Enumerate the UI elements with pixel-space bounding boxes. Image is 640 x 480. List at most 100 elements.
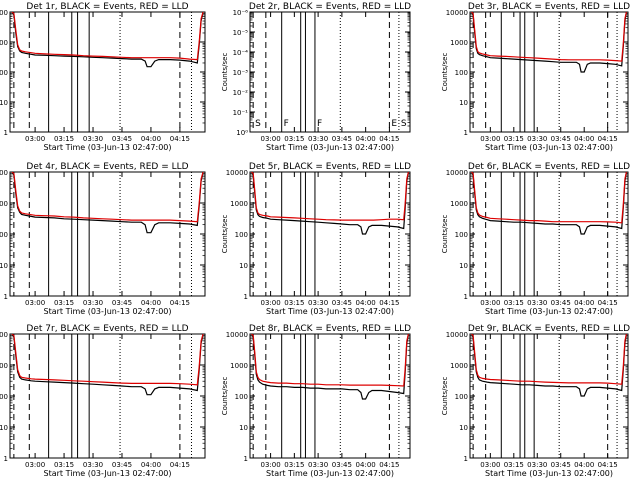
plot-frame (9, 171, 206, 297)
time-markers (472, 334, 618, 458)
x-tick-label: 04:00 (356, 461, 376, 469)
y-tick-label: 10⁻⁵ (233, 29, 249, 37)
y-tick-label: 1000 (450, 39, 468, 47)
y-tick-label: 1000 (230, 200, 248, 208)
series-group (471, 172, 627, 235)
y-tick-label: 1 (4, 293, 8, 301)
x-tick-label: 04:15 (598, 135, 618, 143)
y-tick-label: 1 (4, 129, 8, 137)
x-tick-label: 03:15 (54, 135, 74, 143)
y-tick-label: 10000 (226, 331, 248, 339)
chart-panel: 11010010001000003:0003:1503:3003:4504:00… (0, 162, 206, 316)
x-tick-label: 04:15 (379, 135, 399, 143)
x-tick-label: 03:45 (551, 461, 571, 469)
series-line-events (11, 172, 204, 234)
series-line-events (471, 172, 627, 235)
x-tick-label: 03:15 (54, 299, 74, 307)
x-tick-label: 03:45 (332, 461, 352, 469)
y-tick-label: 10 (0, 99, 8, 107)
x-tick-label: 04:00 (574, 461, 594, 469)
y-axis-label: Counts/sec (441, 53, 449, 92)
marker-letter: F (317, 119, 322, 129)
x-tick-label: 04:00 (141, 461, 161, 469)
series-group (471, 334, 627, 397)
y-tick-label: 100 (0, 231, 8, 239)
x-tick-label: 03:45 (112, 299, 132, 307)
x-tick-label: 03:00 (25, 299, 45, 307)
y-tick-label: 1000 (450, 362, 468, 370)
series-line-events (251, 172, 409, 235)
x-tick-label: 03:45 (332, 135, 352, 143)
series-group (251, 334, 409, 400)
chart-title: Det 9r, BLACK = Events, RED = LLD (468, 324, 630, 334)
chart-title: Det 8r, BLACK = Events, RED = LLD (249, 324, 411, 334)
x-axis-label: Start Time (03-Jun-13 02:47:00) (485, 143, 613, 152)
y-axis-label: Counts/sec (441, 215, 449, 254)
y-tick-label: 100 (455, 393, 468, 401)
time-markers (252, 172, 400, 296)
x-tick-label: 03:30 (527, 299, 547, 307)
chart-title: Det 2r, BLACK = Events, RED = LLD (249, 2, 411, 12)
plot-frame (9, 333, 206, 459)
y-tick-label: 100 (0, 393, 8, 401)
plot-frame (9, 11, 206, 133)
x-tick-label: 03:45 (332, 299, 352, 307)
plot-frame (249, 333, 411, 459)
x-axis-label: Start Time (03-Jun-13 02:47:00) (44, 307, 172, 316)
y-tick-label: 1000 (0, 200, 8, 208)
y-tick-label: 10⁻² (233, 89, 249, 97)
x-tick-label: 03:30 (308, 135, 328, 143)
y-tick-label: 10 (459, 99, 468, 107)
y-tick-label: 100 (455, 231, 468, 239)
x-axis-label: Start Time (03-Jun-13 02:47:00) (485, 469, 613, 478)
chart-panel: 11010010001000003:0003:1503:3003:4504:00… (0, 324, 206, 478)
x-tick-label: 04:00 (356, 299, 376, 307)
y-axis-label: Counts/sec (221, 215, 229, 254)
y-tick-label: 10000 (446, 9, 468, 17)
x-tick-label: 03:30 (308, 461, 328, 469)
plot-frame (249, 171, 411, 297)
x-tick-label: 04:15 (379, 461, 399, 469)
x-tick-label: 04:15 (170, 461, 190, 469)
x-tick-label: 03:15 (504, 135, 524, 143)
series-line-events (11, 334, 204, 396)
chart-title: Det 7r, BLACK = Events, RED = LLD (26, 324, 188, 334)
x-tick-label: 03:00 (25, 461, 45, 469)
x-axis-label: Start Time (03-Jun-13 02:47:00) (266, 469, 394, 478)
plot-frame (469, 11, 629, 133)
x-tick-label: 03:00 (25, 135, 45, 143)
y-tick-label: 10000 (446, 169, 468, 177)
y-tick-label: 1 (464, 129, 468, 137)
y-tick-label: 1000 (0, 39, 8, 47)
marker-letter: F (284, 119, 289, 129)
x-tick-label: 03:30 (83, 461, 103, 469)
x-tick-label: 03:15 (284, 135, 304, 143)
x-axis-label: Start Time (03-Jun-13 02:47:00) (266, 143, 394, 152)
plot-frame (469, 333, 629, 459)
series-line-events (471, 12, 627, 73)
y-tick-label: 100 (235, 231, 248, 239)
y-tick-label: 10 (0, 424, 8, 432)
x-axis-label: Start Time (03-Jun-13 02:47:00) (485, 307, 613, 316)
y-tick-label: 10⁻³ (233, 69, 249, 77)
x-axis-label: Start Time (03-Jun-13 02:47:00) (266, 307, 394, 316)
x-tick-label: 04:00 (574, 299, 594, 307)
x-tick-label: 03:00 (480, 135, 500, 143)
series-group (11, 334, 204, 396)
y-tick-label: 1 (244, 455, 248, 463)
y-tick-label: 10000 (0, 9, 8, 17)
series-line-lld (471, 334, 627, 385)
series-group (11, 172, 204, 234)
y-tick-label: 10000 (226, 169, 248, 177)
marker-letter: S (401, 119, 407, 129)
chart-title: Det 1r, BLACK = Events, RED = LLD (26, 2, 188, 12)
y-tick-label: 10000 (446, 331, 468, 339)
y-tick-label: 10 (239, 262, 248, 270)
y-tick-label: 10⁰ (236, 129, 248, 137)
time-markers (472, 12, 618, 132)
plot-frame (469, 171, 629, 297)
